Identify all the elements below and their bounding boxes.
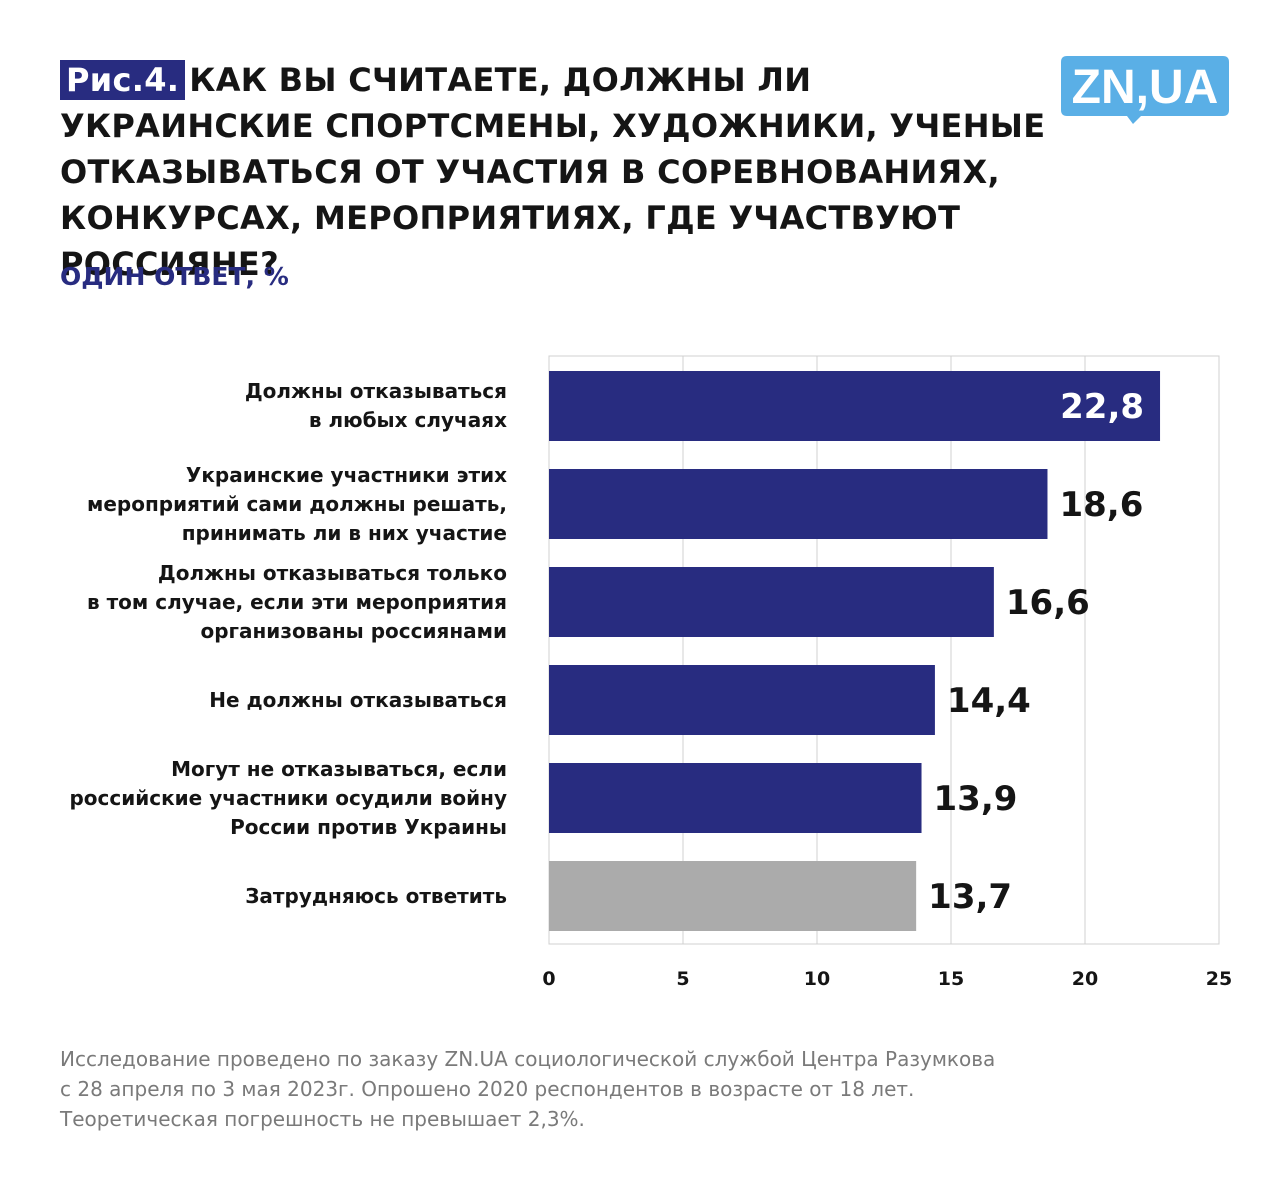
logo-text: ZN,UA [1072,61,1219,114]
category-label-line: в любых случаях [308,408,507,432]
category-label-line: российские участники осудили войну [69,785,507,810]
bar-value-label: 16,6 [1006,583,1090,623]
bar [549,861,917,931]
category-label-line: Затрудняюсь ответить [245,883,507,908]
x-tick-label: 5 [676,968,689,990]
category-label: Украинские участники этих мероприятий сам… [37,461,507,548]
bar [549,371,1161,441]
bar [549,567,994,637]
category-label-line: мероприятий сами должны решать, [87,491,507,516]
category-label-line: России против Украины [230,814,507,839]
bar-value-label: 13,9 [934,779,1018,819]
category-label: Могут не отказываться, если российские уч… [37,755,507,842]
bar [549,665,935,735]
logo-badge [1061,56,1229,124]
chart-subtitle: ОДИН ОТВЕТ, % [60,262,289,291]
title-text-1: КАК ВЫ СЧИТАЕТЕ, ДОЛЖНЫ ЛИ [189,61,812,99]
x-tick-label: 20 [1072,968,1098,990]
category-label-line: Должны отказываться [244,379,507,403]
x-tick-label: 10 [804,968,830,990]
category-label: Должны отказываться только в том случае, … [37,559,507,646]
x-tick-label: 0 [542,968,555,990]
plot-frame [548,355,1220,945]
zn-ua-logo: ZN,UA [1061,56,1229,124]
footnote-line-3: Теоретическая погрешность не превышает 2… [60,1107,585,1131]
x-tick-label: 15 [938,968,964,990]
category-label-line: Украинские участники этих [185,462,507,487]
category-label: Должны отказываться в любых случаях [37,377,507,435]
x-tick-label: 25 [1206,968,1232,990]
bar [549,763,922,833]
category-label: Затрудняюсь ответить [37,882,507,911]
bar [549,469,1048,539]
category-label-line: организованы россиянами [200,618,507,643]
footnote: Исследование проведено по заказу ZN.UA с… [60,1044,1210,1134]
bar-value-label: 13,7 [928,877,1012,917]
title-line-2: УКРАИНСКИЕ СПОРТСМЕНЫ, ХУДОЖНИКИ, УЧЕНЫЕ [60,107,1046,145]
title-line-3: ОТКАЗЫВАТЬСЯ ОТ УЧАСТИЯ В СОРЕВНОВАНИЯХ, [60,153,1000,191]
footnote-line-2: с 28 апреля по 3 мая 2023г. Опрошено 202… [60,1077,915,1101]
category-label-line: Могут не отказываться, если [171,756,507,781]
category-label-line: Не должны отказываться [209,687,507,712]
bar-value-label: 22,8 [1060,387,1144,427]
chart-title: Рис.4. КАК ВЫ СЧИТАЕТЕ, ДОЛЖНЫ ЛИ УКРАИНС… [60,57,1060,287]
bar-value-label: 14,4 [947,681,1031,721]
category-label-line: принимать ли в них участие [181,520,507,545]
category-label: Не должны отказываться [37,686,507,715]
title-line-4: КОНКУРСАХ, МЕРОПРИЯТИЯХ, ГДЕ УЧАСТВУЮТ Р… [60,199,961,283]
category-label-line: в том случае, если эти мероприятия [86,589,507,614]
bar-value-label: 18,6 [1059,485,1143,525]
category-label-line: Должны отказываться только [157,560,507,585]
footnote-line-1: Исследование проведено по заказу ZN.UA с… [60,1047,996,1071]
title-line-1: Рис.4. КАК ВЫ СЧИТАЕТЕ, ДОЛЖНЫ ЛИ [60,57,1060,103]
figure-tag: Рис.4. [60,60,186,100]
